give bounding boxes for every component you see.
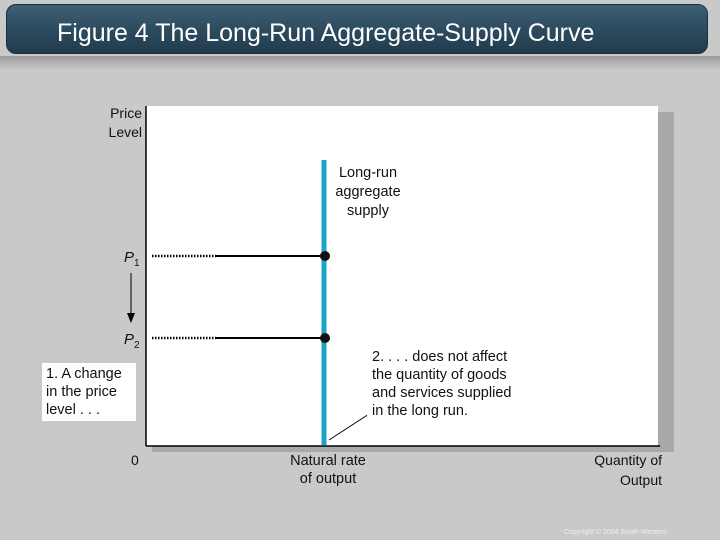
annotation-no-quantity-effect: 2. . . . does not affect the quantity of… [367, 346, 539, 426]
p1-label: P1 [124, 249, 140, 269]
x-axis-label: Quantity of Output [594, 452, 662, 488]
title-bar: Figure 4 The Long-Run Aggregate-Supply C… [6, 4, 708, 54]
price-change-arrowhead [127, 313, 135, 323]
annotation-price-change: 1. A change in the price level . . . [42, 363, 136, 421]
lras-label: Long-run aggregate supply [335, 165, 401, 219]
copyright-notice: Copyright © 2004 South-Western [564, 529, 668, 536]
p2-label: P2 [124, 331, 140, 351]
p1-point [320, 251, 330, 261]
natural-rate-label: Natural rate of output [290, 453, 366, 487]
y-axis-label: Price Level [108, 105, 142, 140]
origin-label: 0 [131, 452, 139, 468]
annotation-2-pointer [328, 413, 370, 441]
title-shadow [0, 56, 720, 70]
figure-title: Figure 4 The Long-Run Aggregate-Supply C… [57, 19, 595, 47]
p2-point [320, 333, 330, 343]
